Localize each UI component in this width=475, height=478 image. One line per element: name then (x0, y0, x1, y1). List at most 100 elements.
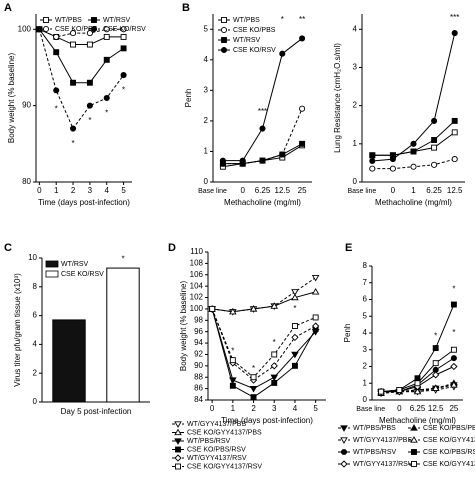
marker (311, 274, 320, 282)
marker (209, 305, 216, 312)
marker (291, 323, 298, 329)
legend-label: CSE KO/PBS (55, 26, 98, 33)
marker (431, 144, 438, 151)
y-tick-label: 5 (204, 24, 209, 33)
marker (270, 362, 278, 370)
marker (53, 87, 60, 94)
legend-swatch (45, 260, 59, 268)
annotation: *** (450, 13, 459, 22)
marker (86, 79, 93, 86)
legend-marker (90, 25, 98, 33)
x-tick-label: 6.25 (255, 186, 271, 195)
legend-marker (175, 463, 181, 470)
panel-label: D (168, 242, 176, 254)
y-tick-label: 3 (353, 63, 358, 72)
legend-label: CSE KO/PBS (233, 27, 276, 34)
annotation: *** (258, 107, 267, 116)
legend-marker (411, 449, 417, 455)
x-tick-label: 1 (54, 186, 59, 195)
marker (451, 117, 458, 124)
x-tick-label: 2 (71, 186, 76, 195)
x-tick-label: 0 (37, 186, 42, 195)
y-tick-label: 8 (363, 261, 368, 270)
bar (106, 267, 140, 403)
marker (239, 157, 246, 164)
x-tick-label: 6.25 (410, 404, 426, 413)
marker (70, 30, 77, 37)
annotation: * (121, 255, 124, 264)
annotation: * (281, 15, 284, 24)
marker (86, 102, 93, 109)
x-tick-label: 12.5 (447, 186, 463, 195)
x-axis-label: Time (days post-infection) (38, 198, 130, 207)
marker (410, 148, 417, 155)
marker (53, 33, 60, 40)
legend-label: CSE KO/PBS/PBS (423, 425, 475, 432)
marker (431, 117, 438, 124)
series-line (222, 38, 303, 162)
y-tick-label: 80 (22, 177, 31, 186)
y-axis-label: Body weight (% baseline) (179, 281, 188, 372)
legend-marker (340, 425, 348, 432)
legend-marker (175, 446, 181, 453)
x-tick-label: Base line (198, 188, 227, 195)
marker (120, 45, 127, 52)
legend-label: WT/PBS (233, 17, 260, 24)
legend-label: WT/RSV (233, 37, 261, 44)
legend-marker (340, 437, 348, 444)
y-tick-label: 1 (363, 378, 368, 387)
legend-label: WT/PBS/RSV (187, 438, 231, 445)
legend-label: CSE KO/RSV (61, 271, 104, 278)
legend-label: WT/PBS/RSV (353, 449, 397, 456)
marker (70, 41, 77, 48)
y-tick-label: 10 (28, 253, 37, 262)
marker (291, 333, 299, 342)
marker (291, 351, 299, 359)
x-axis-label: Methacholine (mg/ml) (379, 416, 456, 425)
marker (291, 289, 299, 296)
annotation: * (71, 139, 74, 148)
legend-label: CSE KO/GYY4137/PBS (187, 429, 262, 436)
y-tick-label: 98 (194, 315, 203, 324)
marker (86, 30, 93, 37)
legend-marker (221, 37, 227, 43)
x-tick-label: 5 (313, 404, 318, 413)
series-line (212, 291, 316, 313)
panel-label: C (4, 242, 12, 254)
marker (431, 161, 438, 168)
marker (451, 30, 458, 37)
marker (53, 49, 60, 56)
annotation: * (55, 105, 58, 114)
y-tick-label: 110 (190, 247, 203, 256)
x-tick-label: 3 (88, 186, 93, 195)
y-tick-label: 2 (33, 368, 38, 377)
panel-label: E (345, 242, 352, 254)
marker (413, 387, 422, 395)
y-tick-label: 90 (22, 101, 31, 110)
legend-marker (174, 421, 182, 428)
legend-marker (91, 17, 97, 23)
legend-marker (174, 454, 182, 462)
x-tick-label: 2 (251, 404, 256, 413)
y-tick-label: 106 (190, 270, 204, 279)
marker (299, 140, 306, 147)
legend-label: CSE KO/GYY4137/RSV (187, 463, 262, 470)
y-tick-label: 90 (194, 361, 203, 370)
legend-marker (43, 17, 49, 23)
marker (279, 151, 286, 158)
annotation: * (452, 285, 455, 294)
legend-label: CSE KO/PBS/RSV (423, 449, 475, 456)
marker (120, 26, 127, 33)
marker (432, 371, 440, 379)
marker (120, 33, 127, 40)
marker (249, 385, 258, 393)
marker (229, 307, 237, 315)
annotation: ** (299, 15, 305, 24)
legend-label: CSE KO/GYY4137/RSV (423, 461, 475, 468)
marker (396, 387, 403, 393)
marker (311, 287, 320, 295)
y-tick-label: 104 (190, 281, 204, 290)
marker (229, 357, 236, 364)
x-tick-label: 12.5 (275, 186, 291, 195)
